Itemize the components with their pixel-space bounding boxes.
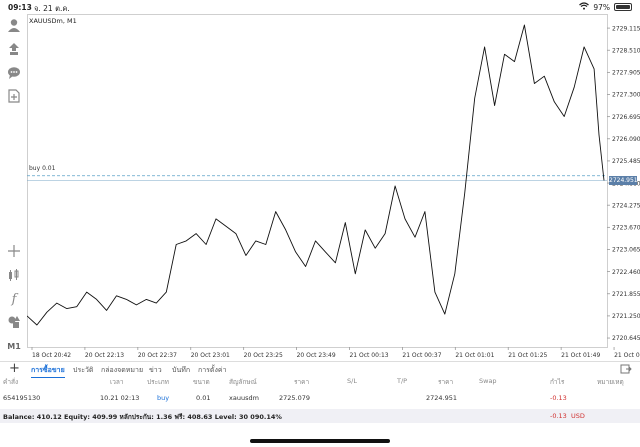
header-volume: ขนาด	[193, 378, 210, 386]
battery-percent: 97%	[593, 2, 610, 12]
header-current-price: ราคา	[438, 378, 454, 386]
tab-journal[interactable]: บันทึก	[172, 366, 191, 374]
header-swap: Swap	[479, 377, 497, 385]
row-time: 10.21 02:13	[100, 394, 140, 402]
left-toolbar: f M1	[0, 14, 27, 354]
tab-trade[interactable]: การซื้อขาย	[31, 365, 65, 378]
y-tick-label: 2724.275	[612, 202, 640, 209]
status-date: จ. 21 ต.ค.	[34, 4, 70, 13]
battery-icon	[614, 3, 632, 11]
balance-profit: -0.13	[550, 412, 567, 420]
indicators-icon[interactable]	[4, 266, 24, 284]
account-icon[interactable]	[4, 16, 24, 34]
home-indicator	[250, 439, 390, 443]
y-tick-label: 2721.250	[612, 313, 640, 320]
row-volume: 0.01	[196, 394, 211, 402]
y-tick-label: 2727.300	[612, 92, 640, 99]
y-tick-label: 2728.510	[612, 47, 640, 54]
header-profit: กำไร	[550, 378, 565, 386]
row-current-price: 2724.951	[426, 394, 458, 402]
chart-canvas[interactable]: 2729.115 2728.510 2727.905 2727.300 2726.695…	[27, 14, 640, 361]
price-series-line	[27, 24, 605, 326]
status-right: 97%	[579, 2, 632, 12]
tab-mailbox[interactable]: กล่องจดหมาย	[101, 366, 144, 374]
header-comment: หมายเหตุ	[597, 378, 624, 386]
tab-news[interactable]: ข่าว	[149, 366, 162, 374]
x-tick-label: 20 Oct 22:37	[138, 352, 177, 359]
positions-table-header: คำสั่ง เวลา ประเภท ขนาด สัญลักษณ์ ราคา S…	[0, 377, 640, 390]
x-tick-label: 21 Oct 00:37	[402, 352, 441, 359]
y-tick-label: 2726.090	[612, 136, 640, 143]
timeframe-label[interactable]: M1	[7, 341, 21, 351]
battery-fill	[616, 5, 630, 9]
y-tick-label: 2726.695	[612, 114, 640, 121]
chat-icon[interactable]	[4, 64, 24, 82]
row-symbol: xauusdm	[229, 394, 259, 402]
y-tick-label: 2720.645	[612, 335, 640, 342]
new-document-icon[interactable]	[4, 87, 24, 105]
tab-history[interactable]: ประวัติ	[73, 366, 94, 374]
objects-icon[interactable]	[4, 313, 24, 331]
function-icon[interactable]: f	[11, 291, 17, 307]
x-tick-label: 21 Oct 00:13	[349, 352, 388, 359]
wifi-icon	[579, 2, 590, 12]
export-icon[interactable]	[620, 364, 632, 377]
x-tick-label: 21 Oct 01:49	[561, 352, 600, 359]
y-tick-label: 2725.485	[612, 158, 640, 165]
row-type: buy	[157, 394, 170, 402]
y-tick-label: 2729.115	[612, 25, 640, 32]
x-tick-label: 21 Oct 01:25	[508, 352, 547, 359]
header-order: คำสั่ง	[3, 378, 19, 386]
header-tp: T/P	[397, 377, 408, 385]
crosshair-icon[interactable]	[4, 242, 24, 260]
header-symbol: สัญลักษณ์	[229, 378, 257, 386]
x-tick-label: 21 Oct 02:13	[614, 352, 640, 359]
header-type: ประเภท	[147, 378, 169, 386]
order-line-label: buy 0.01	[29, 165, 56, 172]
row-price: 2725.079	[279, 394, 311, 402]
balance-summary: Balance: 410.12 Equity: 409.99 หลักประกั…	[3, 413, 282, 421]
x-tick-label: 18 Oct 20:42	[32, 352, 71, 359]
add-tab-button[interactable]: +	[9, 361, 20, 376]
x-tick-label: 20 Oct 23:01	[191, 352, 230, 359]
x-tick-label: 21 Oct 01:01	[455, 352, 494, 359]
y-tick-label: 2723.670	[612, 225, 640, 232]
bottom-tabs: + การซื้อขาย ประวัติ กล่องจดหมาย ข่าว บั…	[0, 361, 640, 378]
current-price-badge: 2724.951	[609, 176, 638, 185]
y-tick-label: 2721.855	[612, 291, 640, 298]
header-sl: S/L	[347, 377, 357, 385]
status-bar: 09:13 จ. 21 ต.ค. 97%	[0, 0, 640, 14]
chart-symbol-label: XAUUSDm, M1	[29, 17, 77, 25]
header-price: ราคา	[294, 378, 310, 386]
y-tick-label: 2722.460	[612, 269, 640, 276]
row-order: 654195130	[3, 394, 41, 402]
x-tick-label: 20 Oct 23:49	[297, 352, 336, 359]
price-chart[interactable]: 2729.115 2728.510 2727.905 2727.300 2726.695…	[27, 14, 640, 361]
plot-frame	[27, 14, 608, 348]
table-row[interactable]: 654195130 10.21 02:13 buy 0.01 xauusdm 2…	[0, 394, 640, 407]
balance-currency: USD	[571, 412, 585, 420]
balance-bar: Balance: 410.12 Equity: 409.99 หลักประกั…	[0, 409, 640, 423]
row-profit: -0.13	[550, 394, 567, 402]
x-tick-label: 20 Oct 22:13	[85, 352, 124, 359]
tab-settings[interactable]: การตั้งค่า	[198, 366, 227, 374]
header-time: เวลา	[110, 378, 124, 386]
status-time: 09:13	[8, 3, 32, 12]
y-tick-label: 2727.905	[612, 70, 640, 77]
x-tick-label: 20 Oct 23:25	[244, 352, 283, 359]
y-tick-label: 2723.065	[612, 247, 640, 254]
trade-icon[interactable]	[4, 40, 24, 58]
